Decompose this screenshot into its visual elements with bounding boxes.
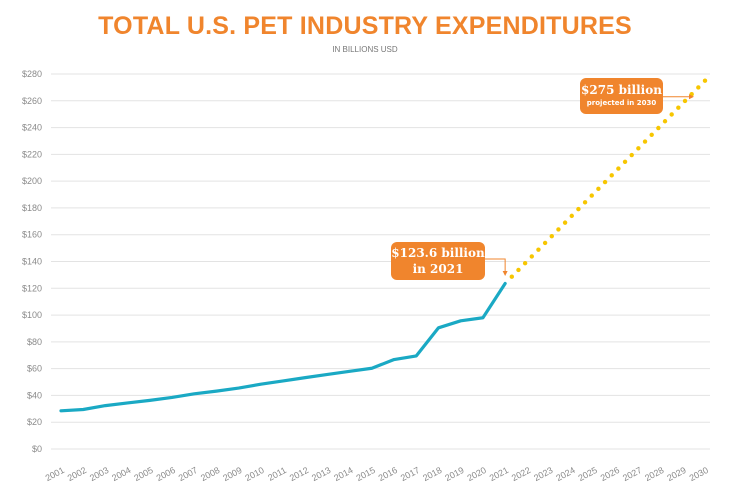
x-tick-label: 2006	[155, 465, 177, 483]
x-tick-label: 2018	[421, 465, 443, 483]
x-tick-label: 2008	[199, 465, 221, 483]
projection-dot	[629, 152, 634, 158]
projection-dot	[602, 179, 608, 185]
actual-series	[59, 281, 507, 413]
y-tick-label: $20	[27, 417, 42, 427]
x-tick-label: 2004	[110, 465, 132, 483]
projection-dot	[662, 119, 668, 124]
y-tick-label: $120	[22, 283, 42, 293]
y-axis-labels: $0 $20 $40 $60 $80 $100 $120 $140 $160 $180 $200 $2…	[22, 69, 42, 454]
x-tick-label: 2010	[243, 465, 265, 483]
projection-dot	[702, 78, 708, 83]
projection-dot	[589, 193, 594, 198]
projection-dot	[562, 220, 568, 225]
x-tick-label: 2011	[266, 465, 288, 483]
projection-dot	[556, 227, 561, 232]
y-tick-label: $100	[22, 310, 42, 320]
projection-dot	[582, 200, 588, 205]
x-tick-label: 2005	[132, 465, 154, 483]
x-tick-label: 2002	[66, 465, 88, 483]
callout-2030-value: $275 billion	[581, 83, 662, 97]
x-tick-label: 2007	[177, 465, 199, 483]
callout-arrows	[485, 94, 694, 276]
actual-series-line	[59, 281, 507, 413]
x-tick-label: 2029	[665, 465, 687, 483]
x-axis-labels: 2001 2002 2003 2004 2005 2006 2007 2008 2009 2010…	[44, 465, 710, 483]
x-tick-label: 2022	[510, 465, 532, 483]
x-tick-label: 2020	[465, 465, 487, 483]
chart-subtitle: IN BILLIONS USD	[332, 45, 398, 54]
projection-dot	[669, 112, 674, 117]
projection-dot	[609, 173, 614, 178]
projection-dot	[549, 233, 554, 239]
x-tick-label: 2025	[577, 465, 599, 483]
projection-dot	[642, 139, 648, 144]
projection-dot	[596, 186, 601, 192]
callout-2021-arrowhead	[502, 271, 508, 276]
callout-2030-label: projected in 2030	[586, 99, 657, 107]
projection-dot	[536, 247, 541, 252]
projection-dot	[522, 260, 528, 266]
chart-title: TOTAL U.S. PET INDUSTRY EXPENDITURES	[98, 12, 632, 40]
y-tick-label: $0	[32, 444, 42, 454]
projection-dot	[622, 159, 628, 165]
y-tick-label: $240	[22, 123, 42, 133]
x-tick-label: 2015	[354, 465, 376, 483]
y-tick-label: $60	[27, 364, 42, 374]
x-tick-label: 2021	[488, 465, 510, 483]
projection-dot	[682, 98, 688, 104]
y-tick-label: $160	[22, 230, 42, 240]
x-tick-label: 2013	[310, 465, 332, 483]
x-tick-label: 2023	[532, 465, 554, 483]
y-tick-label: $40	[27, 390, 42, 400]
projection-dot	[529, 254, 534, 259]
projection-dot	[636, 146, 641, 151]
projection-dot	[516, 267, 521, 273]
projection-dot	[649, 132, 654, 137]
projection-dot	[616, 166, 621, 171]
callout-2021-value: $123.6 billion	[391, 246, 485, 260]
y-tick-label: $140	[22, 257, 42, 267]
projection-dot	[696, 85, 701, 90]
x-tick-label: 2028	[643, 465, 665, 483]
projection-dot	[542, 240, 548, 246]
callout-2021: $123.6 billion in 2021	[391, 242, 485, 280]
gridlines	[51, 73, 710, 450]
callout-2030: $275 billion projected in 2030	[580, 78, 663, 114]
y-tick-label: $200	[22, 176, 42, 186]
x-tick-label: 2030	[688, 465, 710, 483]
x-tick-label: 2014	[332, 465, 354, 483]
x-tick-label: 2027	[621, 465, 643, 483]
y-tick-label: $260	[22, 96, 42, 106]
x-tick-label: 2017	[399, 465, 421, 483]
y-tick-label: $280	[22, 69, 42, 79]
projected-series	[509, 78, 708, 279]
x-tick-label: 2012	[288, 465, 310, 483]
callout-2021-arrow-line	[485, 258, 506, 272]
x-tick-label: 2019	[443, 465, 465, 483]
y-tick-label: $80	[27, 337, 42, 347]
x-tick-label: 2009	[221, 465, 243, 483]
callout-2021-label: in 2021	[412, 262, 464, 276]
callout-2030-arrowhead	[689, 94, 694, 100]
projection-dot	[509, 274, 514, 279]
projection-dot	[576, 206, 581, 212]
x-tick-label: 2024	[554, 465, 576, 483]
projection-dot	[656, 125, 661, 131]
y-tick-label: $180	[22, 203, 42, 213]
projection-dot	[676, 105, 681, 110]
x-tick-label: 2001	[44, 465, 66, 483]
x-tick-label: 2026	[599, 465, 621, 483]
y-tick-label: $220	[22, 149, 42, 159]
x-tick-label: 2003	[88, 465, 110, 483]
projection-dot	[569, 213, 574, 219]
x-tick-label: 2016	[377, 465, 399, 483]
